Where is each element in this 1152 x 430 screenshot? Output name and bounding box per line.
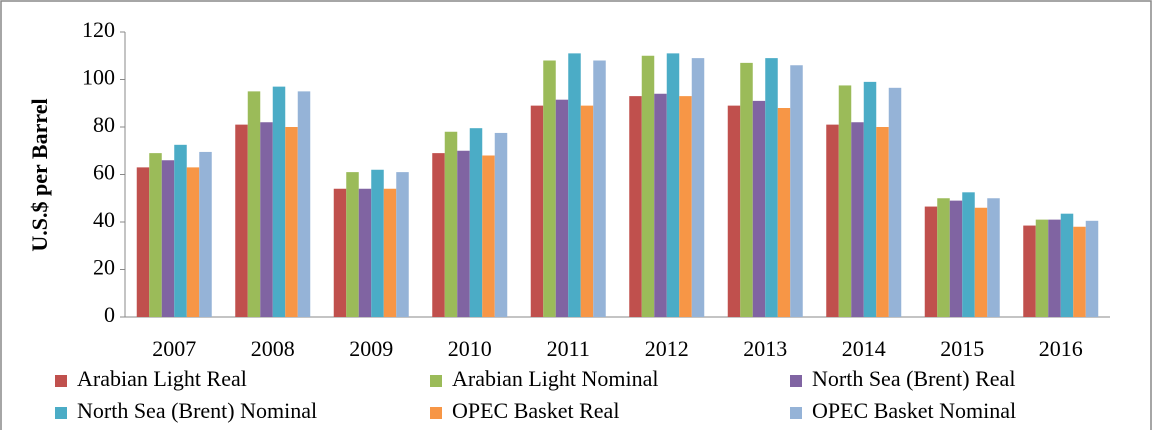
y-tick-label: 20: [93, 255, 115, 280]
y-tick-label: 0: [104, 302, 115, 327]
bar: [272, 86, 286, 317]
legend-swatch: [430, 407, 442, 419]
bar: [580, 105, 594, 317]
legend-label: North Sea (Brent) Real: [812, 366, 1015, 391]
legend-swatch: [790, 375, 802, 387]
bar: [136, 167, 150, 317]
bar: [174, 144, 187, 317]
bar: [1023, 225, 1036, 317]
legend-label: Arabian Light Nominal: [452, 366, 659, 391]
bar: [297, 91, 311, 317]
bar: [346, 172, 359, 317]
x-tick-label: 2007: [152, 336, 196, 361]
y-axis-label: U.S.$ per Barrel: [27, 98, 52, 251]
bar: [1060, 213, 1074, 317]
legend-swatch: [55, 375, 67, 387]
bar: [333, 188, 347, 317]
bar: [691, 58, 705, 317]
bar: [285, 127, 298, 317]
bar: [1073, 226, 1086, 317]
bar: [727, 105, 741, 317]
bar: [482, 155, 495, 317]
y-tick-label: 60: [93, 160, 115, 185]
legend-label: North Sea (Brent) Nominal: [77, 398, 317, 423]
bar: [666, 53, 680, 317]
bar: [752, 100, 766, 317]
x-tick-label: 2015: [940, 336, 984, 361]
y-tick-label: 80: [93, 112, 115, 137]
bar: [260, 122, 273, 317]
bar: [371, 169, 384, 317]
x-tick-label: 2016: [1039, 336, 1083, 361]
bar: [937, 198, 950, 317]
bar: [629, 96, 642, 317]
bar: [432, 153, 445, 317]
legend-swatch: [790, 407, 802, 419]
bar: [149, 153, 162, 317]
bar: [161, 160, 175, 317]
legend-swatch: [430, 375, 442, 387]
bar: [777, 108, 791, 317]
bar: [396, 172, 409, 317]
x-tick-label: 2008: [251, 336, 295, 361]
bar: [1085, 220, 1099, 317]
legend-label: OPEC Basket Nominal: [812, 398, 1016, 423]
bar: [654, 93, 667, 317]
bar: [765, 58, 778, 317]
bar: [530, 105, 544, 317]
bar: [679, 96, 692, 317]
bar: [383, 188, 397, 317]
bar: [949, 200, 963, 317]
bar: [924, 206, 938, 317]
x-tick-label: 2014: [842, 336, 886, 361]
bar: [863, 81, 877, 317]
x-tick-label: 2010: [448, 336, 492, 361]
x-tick-label: 2012: [645, 336, 689, 361]
bar: [543, 60, 556, 317]
bar: [851, 122, 864, 317]
bar: [974, 207, 988, 317]
bar: [838, 85, 852, 317]
legend-swatch: [55, 407, 67, 419]
bar: [826, 124, 839, 317]
bar: [1048, 219, 1061, 317]
bar: [555, 99, 569, 317]
bar: [876, 127, 889, 317]
bar: [469, 128, 483, 317]
legend-label: Arabian Light Real: [77, 366, 247, 391]
x-tick-label: 2009: [349, 336, 393, 361]
bar: [888, 87, 902, 317]
bar: [641, 55, 655, 317]
bar: [790, 65, 803, 317]
bar: [358, 188, 372, 317]
bar: [235, 124, 248, 317]
bar: [457, 150, 470, 317]
bar: [199, 151, 212, 317]
y-tick-label: 100: [82, 65, 115, 90]
y-tick-label: 40: [93, 207, 115, 232]
x-tick-label: 2013: [743, 336, 787, 361]
bar: [1035, 219, 1049, 317]
bar: [494, 132, 508, 317]
bar: [186, 167, 200, 317]
bar: [740, 62, 753, 317]
bar: [987, 198, 1000, 317]
bar: [444, 131, 458, 317]
x-tick-label: 2011: [547, 336, 590, 361]
bar: [593, 60, 606, 317]
bar: [962, 192, 975, 317]
legend-label: OPEC Basket Real: [452, 398, 619, 423]
y-tick-label: 120: [82, 17, 115, 42]
bar: [568, 53, 581, 317]
bar: [247, 91, 261, 317]
